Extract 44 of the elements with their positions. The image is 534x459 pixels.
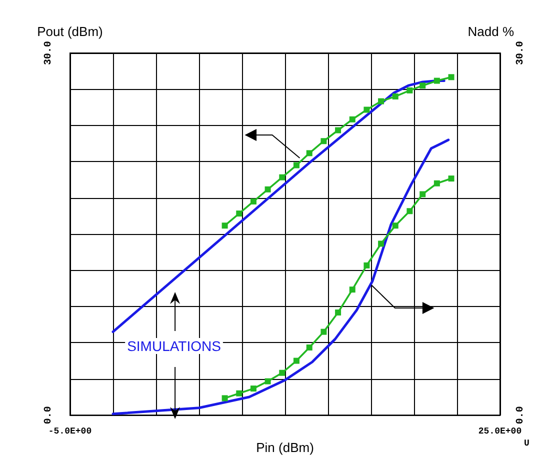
point bbox=[378, 98, 384, 104]
point bbox=[378, 240, 384, 247]
point bbox=[279, 174, 286, 180]
point bbox=[434, 180, 440, 186]
y2-tick-label: 30.0 bbox=[516, 40, 526, 66]
line-series bbox=[112, 138, 450, 416]
point bbox=[392, 93, 398, 100]
point bbox=[392, 222, 398, 229]
point bbox=[335, 310, 342, 316]
point bbox=[335, 127, 342, 134]
x-axis-title: Pin (dBm) bbox=[256, 440, 314, 455]
point bbox=[293, 162, 300, 168]
point bbox=[306, 150, 312, 156]
point bbox=[320, 328, 327, 335]
point bbox=[448, 176, 454, 182]
annotation: SIMULATIONS bbox=[127, 338, 221, 354]
x-tick-label: -5.0E+00 bbox=[48, 426, 92, 437]
point bbox=[222, 395, 228, 402]
text: U bbox=[524, 438, 530, 448]
point bbox=[250, 386, 256, 392]
y2-tick-label: 0.0 bbox=[516, 406, 526, 424]
point bbox=[420, 191, 426, 198]
y-axis-title: Pout (dBm) bbox=[37, 24, 103, 40]
point bbox=[250, 198, 256, 204]
point bbox=[320, 138, 327, 144]
x-tick-label: 25.0E+00 bbox=[478, 426, 522, 437]
point bbox=[264, 378, 271, 384]
y2-axis-title: Nadd % bbox=[468, 24, 514, 40]
point bbox=[406, 208, 413, 214]
point bbox=[264, 186, 271, 192]
point bbox=[364, 262, 370, 268]
point bbox=[222, 222, 228, 229]
point bbox=[236, 210, 242, 217]
point bbox=[349, 286, 356, 293]
point bbox=[434, 78, 440, 84]
point bbox=[293, 358, 300, 364]
point bbox=[420, 82, 426, 89]
point bbox=[306, 344, 312, 351]
point bbox=[236, 390, 242, 396]
point bbox=[364, 106, 370, 113]
point bbox=[349, 116, 356, 122]
point bbox=[448, 74, 454, 80]
point bbox=[279, 370, 286, 376]
point bbox=[406, 87, 413, 94]
